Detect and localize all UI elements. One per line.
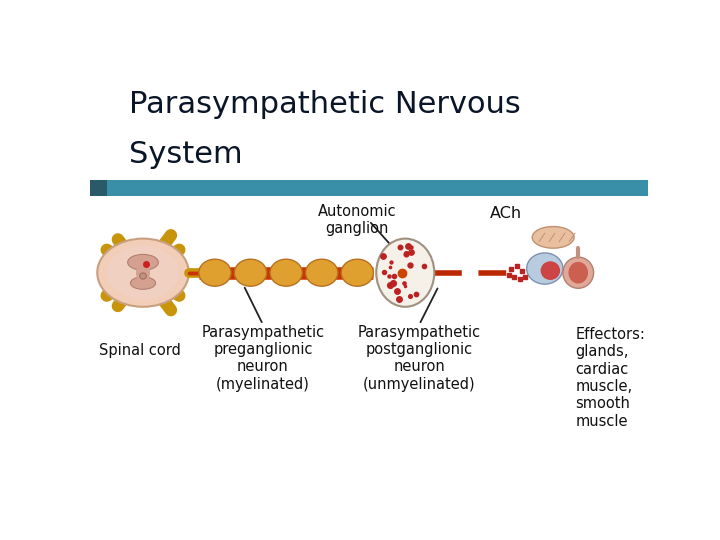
Ellipse shape xyxy=(541,261,560,280)
Ellipse shape xyxy=(532,227,574,248)
Bar xyxy=(90,180,648,196)
Ellipse shape xyxy=(140,273,146,279)
Ellipse shape xyxy=(526,253,563,284)
Ellipse shape xyxy=(305,259,338,286)
Text: ACh: ACh xyxy=(490,206,522,221)
Ellipse shape xyxy=(563,257,593,288)
Text: System: System xyxy=(129,140,243,168)
Ellipse shape xyxy=(235,259,266,286)
Ellipse shape xyxy=(377,239,434,307)
Circle shape xyxy=(107,246,179,300)
Ellipse shape xyxy=(270,259,302,286)
Circle shape xyxy=(97,239,189,307)
Text: Autonomic
ganglion: Autonomic ganglion xyxy=(318,204,396,237)
Text: Spinal cord: Spinal cord xyxy=(99,343,181,359)
Ellipse shape xyxy=(136,262,150,283)
Ellipse shape xyxy=(127,254,158,270)
Bar xyxy=(90,180,107,196)
Text: Parasympathetic Nervous: Parasympathetic Nervous xyxy=(129,90,521,119)
Text: Parasympathetic
postganglionic
neuron
(unmyelinated): Parasympathetic postganglionic neuron (u… xyxy=(358,325,481,392)
Text: Effectors:
glands,
cardiac
muscle,
smooth
muscle: Effectors: glands, cardiac muscle, smoot… xyxy=(575,327,645,429)
Text: Parasympathetic
preganglionic
neuron
(myelinated): Parasympathetic preganglionic neuron (my… xyxy=(202,325,325,392)
Ellipse shape xyxy=(341,259,374,286)
Ellipse shape xyxy=(569,262,588,284)
Ellipse shape xyxy=(130,277,156,289)
Ellipse shape xyxy=(199,259,231,286)
